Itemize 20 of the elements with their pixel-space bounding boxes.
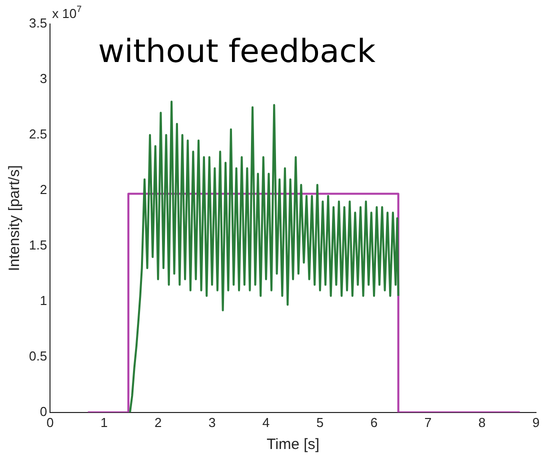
x-tick-label: 5 (316, 414, 324, 430)
y-tick-label: 0.5 (28, 348, 48, 364)
chart-title: without feedback (98, 32, 376, 70)
y-tick-label: 2.5 (28, 126, 48, 142)
x-tick-label: 7 (424, 414, 432, 430)
y-axis-title: Intensity [part/s] (6, 165, 24, 272)
y-tick-label: 3.5 (28, 16, 48, 31)
x-tick-label: 6 (370, 414, 378, 430)
x-tick-label: 9 (532, 414, 540, 430)
x-tick-label: 4 (262, 414, 270, 430)
y-tick-label: 1 (40, 293, 48, 308)
y-tick-label: 0 (40, 404, 48, 419)
y-tick-label: 3 (40, 71, 48, 86)
x-tick-label: 1 (100, 414, 108, 430)
x-tick-label: 8 (478, 414, 486, 430)
x-tick-label: 3 (208, 414, 216, 430)
x-tick-label: 2 (154, 414, 162, 430)
y-tick-label: 2 (40, 182, 48, 198)
x-axis-title: Time [s] (266, 436, 320, 454)
y-tick-label: 1.5 (28, 238, 48, 253)
